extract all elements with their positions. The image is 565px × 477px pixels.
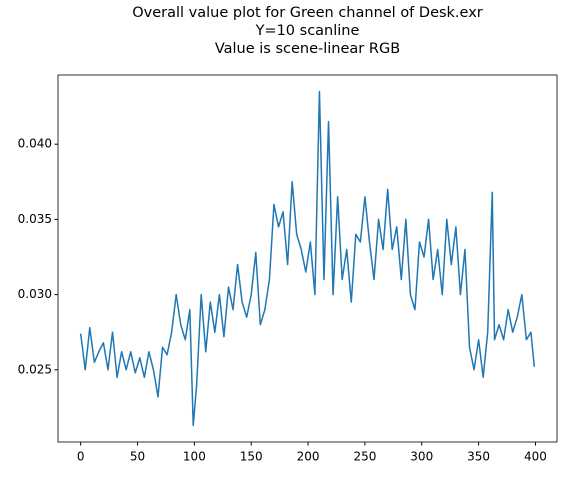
x-tick-label: 100	[183, 450, 206, 464]
chart-title: Overall value plot for Green channel of …	[132, 5, 483, 21]
axes-frame	[57, 74, 558, 443]
y-tick-label: 0.025	[18, 362, 52, 376]
line	[79, 90, 536, 427]
chart-title: Value is scene-linear RGB	[215, 41, 400, 57]
y-tick-label: 0.035	[18, 212, 52, 226]
x-tick-label: 350	[467, 450, 490, 464]
x-tick-label: 50	[130, 450, 145, 464]
x-tick-label: 200	[297, 450, 320, 464]
x-tick-label: 150	[240, 450, 263, 464]
y-tick-label: 0.030	[18, 287, 52, 301]
x-tick-label: 400	[524, 450, 547, 464]
x-tick-label: 0	[77, 450, 85, 464]
chart-title: Y=10 scanline	[255, 23, 360, 39]
x-tick-label: 250	[353, 450, 376, 464]
x-tick-label: 300	[410, 450, 433, 464]
y-tick-label: 0.040	[18, 137, 52, 151]
